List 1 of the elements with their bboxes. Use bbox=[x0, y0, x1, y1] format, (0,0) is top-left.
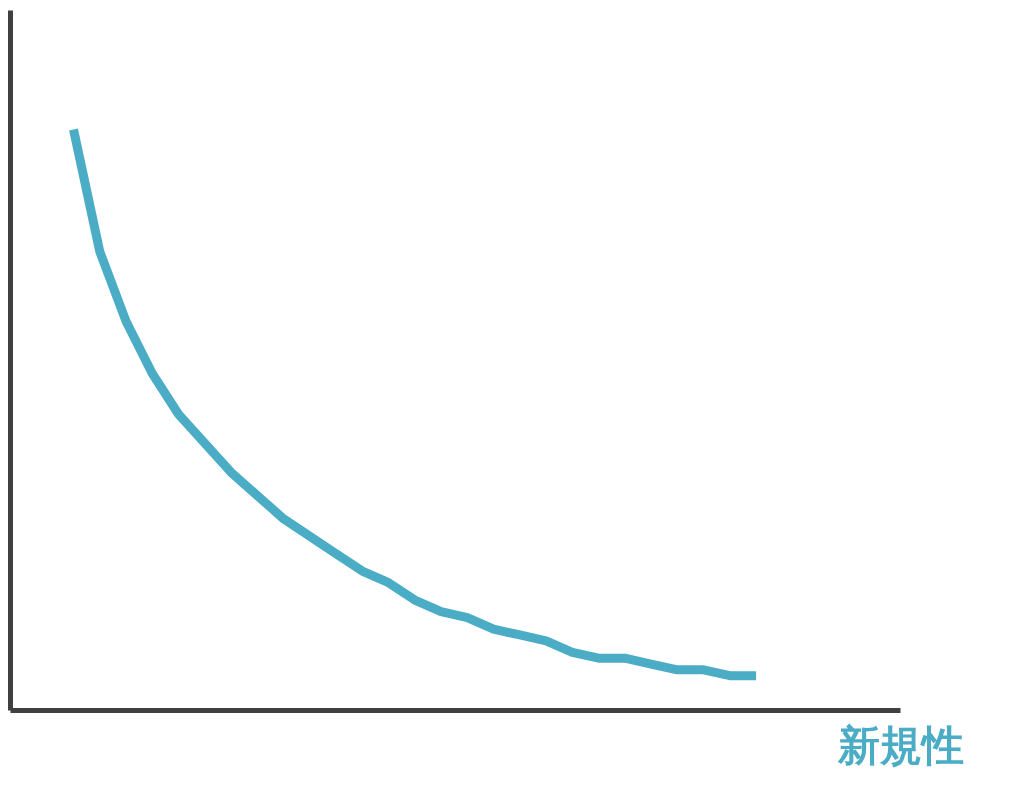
x-axis-title: 新規性 bbox=[836, 720, 964, 770]
